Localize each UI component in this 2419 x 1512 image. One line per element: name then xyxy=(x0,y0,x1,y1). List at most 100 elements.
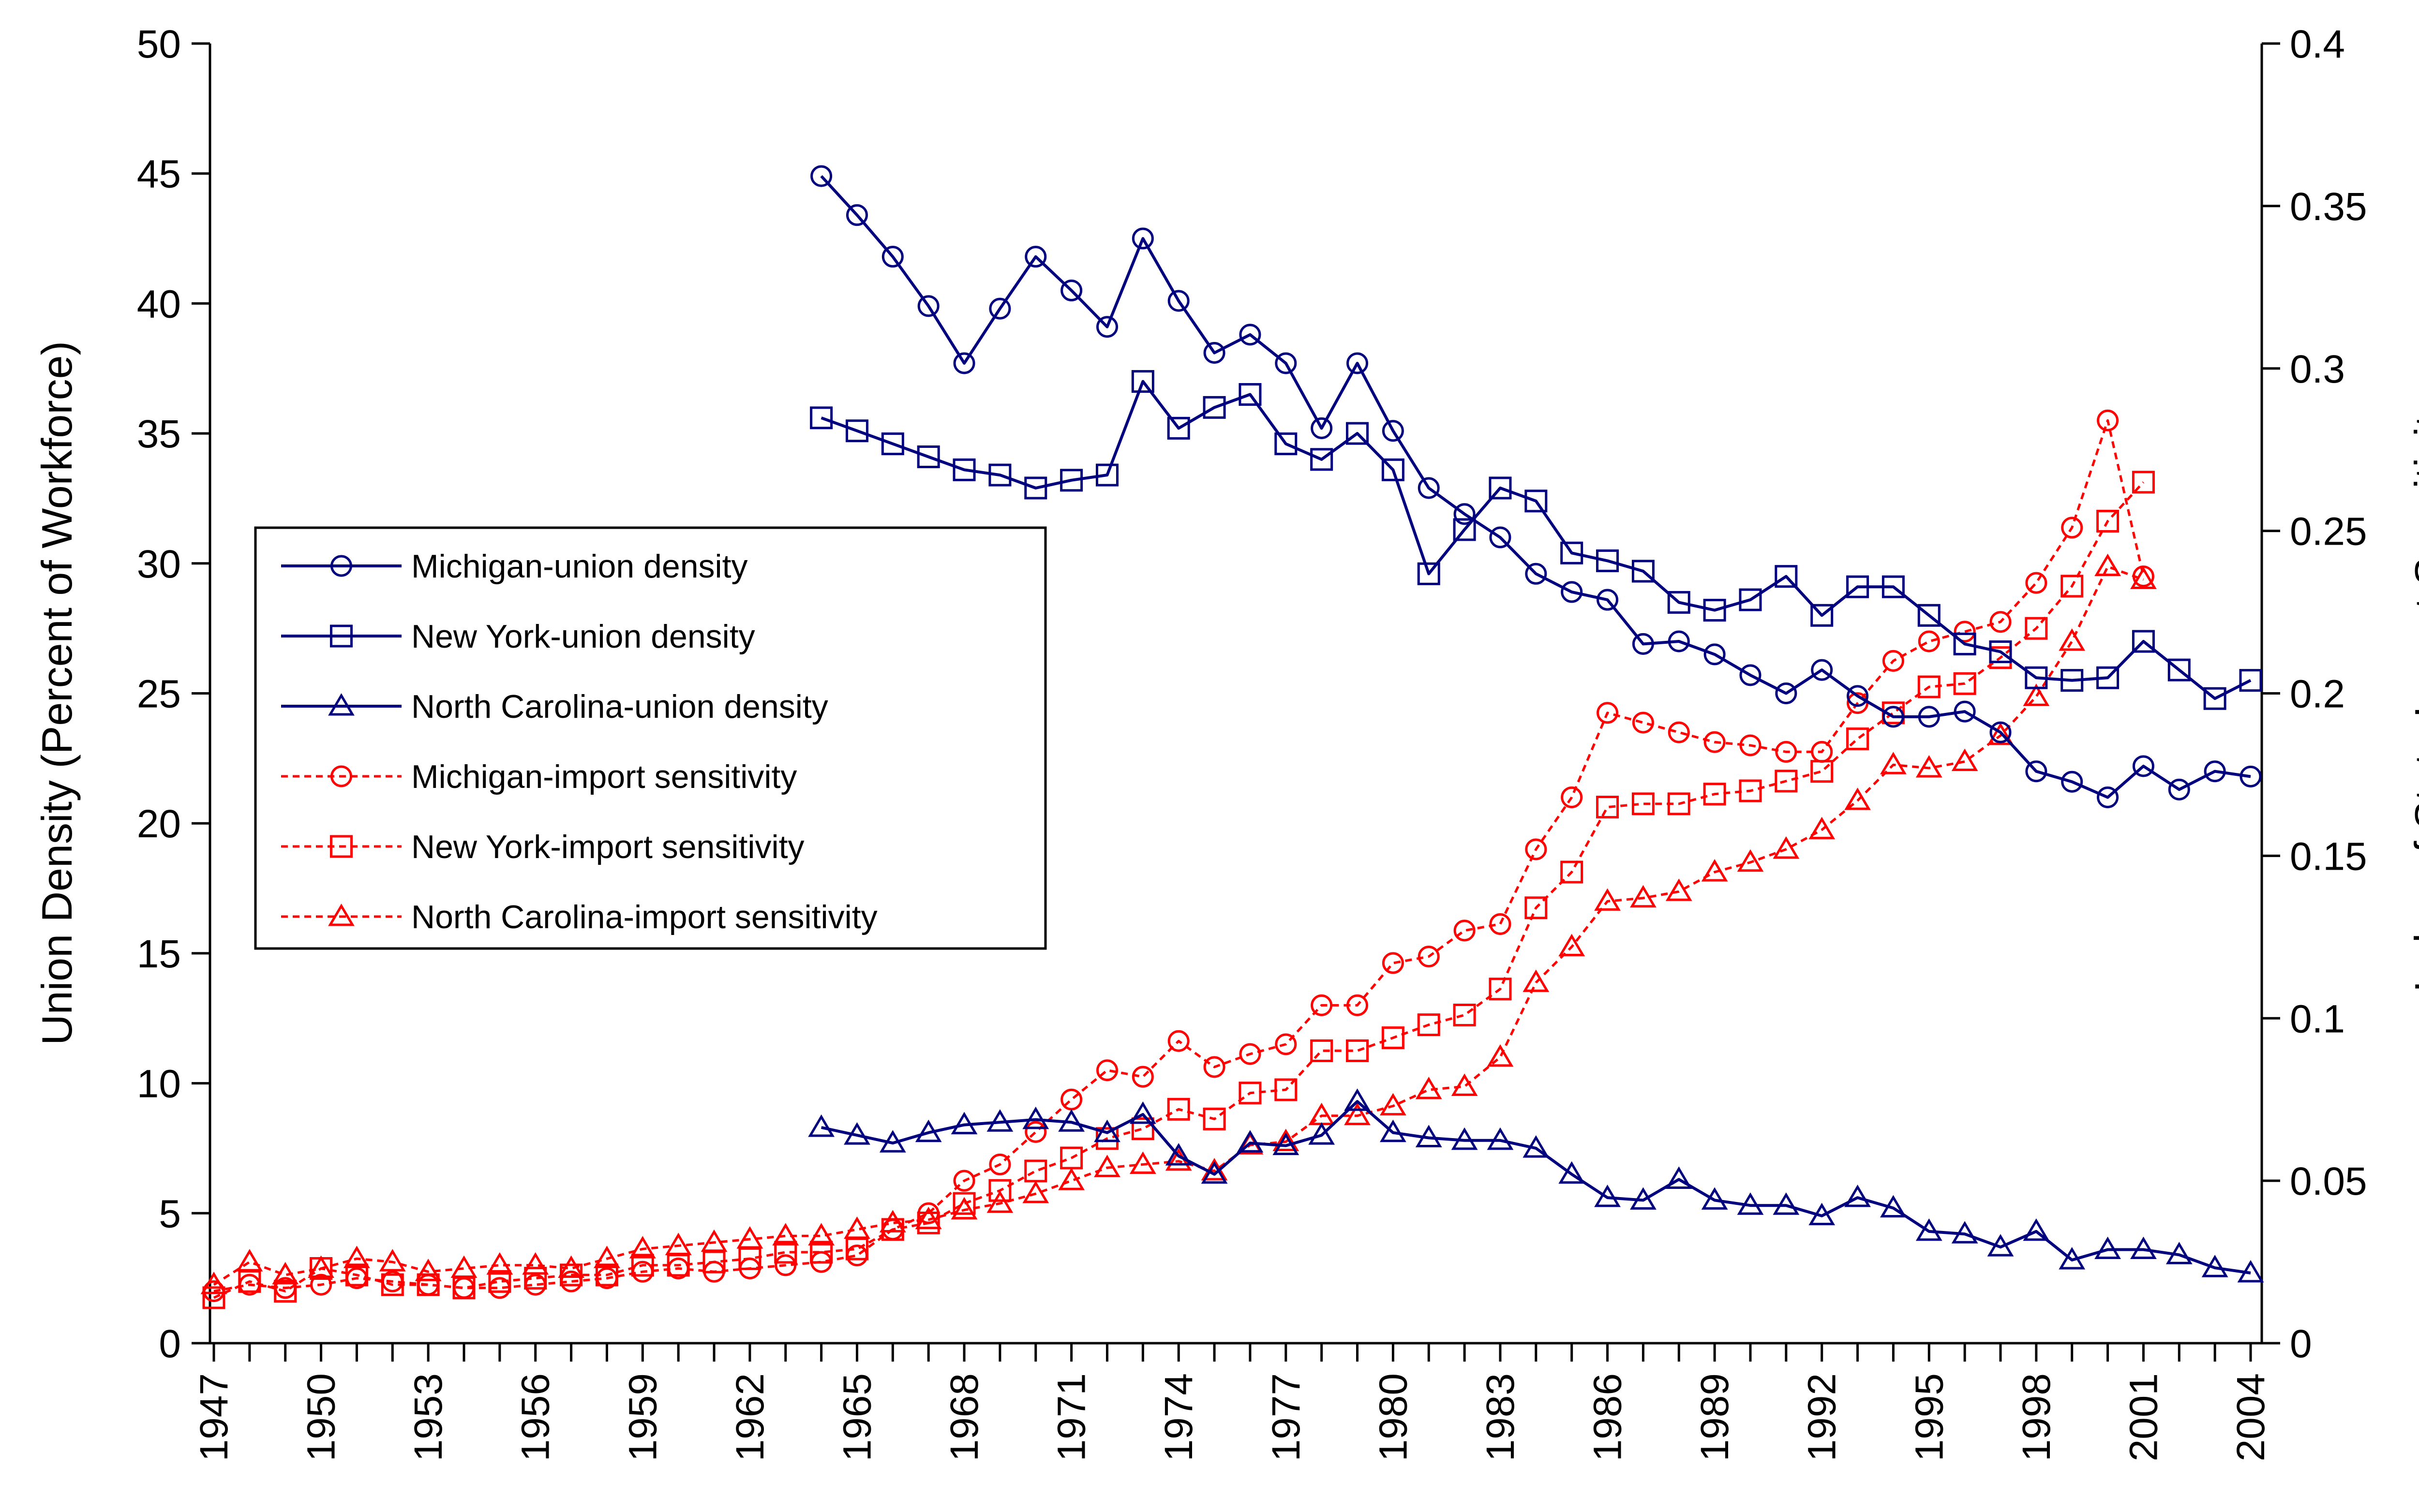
data-point xyxy=(1129,1101,1156,1124)
x-tick-label: 1971 xyxy=(1050,1373,1094,1461)
data-point xyxy=(2240,765,2262,787)
data-point xyxy=(343,1245,370,1268)
data-point xyxy=(1096,316,1118,338)
data-point xyxy=(1846,575,1869,598)
data-point xyxy=(1165,1143,1192,1166)
legend-item: North Carolina-union density xyxy=(281,688,828,725)
data-point xyxy=(810,406,833,430)
x-tick-label: 1977 xyxy=(1264,1373,1308,1461)
data-point xyxy=(1239,1043,1261,1065)
data-point xyxy=(2239,669,2262,692)
data-point xyxy=(1310,1039,1333,1062)
data-point xyxy=(1596,549,1619,572)
data-point xyxy=(1453,919,1476,942)
data-point xyxy=(2130,566,2157,589)
y2-tick-label: 0.25 xyxy=(2290,510,2367,554)
legend-label: North Carolina-import sensitivity xyxy=(411,899,878,935)
data-point xyxy=(1918,630,1940,652)
data-point xyxy=(1989,611,2012,633)
data-point xyxy=(988,463,1012,487)
series-line xyxy=(213,565,2144,1286)
data-point xyxy=(1953,632,1976,655)
data-point xyxy=(1418,477,1440,499)
data-point xyxy=(2237,1260,2264,1283)
data-point xyxy=(1775,741,1797,763)
series-north-carolina-import-sensitivity xyxy=(200,553,2157,1294)
data-point xyxy=(2204,760,2226,783)
data-point xyxy=(879,1130,906,1153)
data-point xyxy=(1523,1135,1550,1158)
data-point xyxy=(1131,1117,1154,1141)
data-point xyxy=(1131,370,1154,393)
data-point xyxy=(1201,1161,1228,1184)
series-new-york-import-sensitivity xyxy=(202,471,2155,1309)
data-point xyxy=(2094,1236,2121,1260)
data-point xyxy=(274,1280,297,1303)
series-line xyxy=(821,380,2252,700)
data-point xyxy=(1632,712,1654,734)
data-point xyxy=(1630,885,1657,908)
x-tick-label: 1959 xyxy=(621,1373,665,1461)
data-point xyxy=(200,1272,227,1294)
data-point xyxy=(881,246,904,268)
data-point xyxy=(2059,1247,2086,1270)
data-point xyxy=(772,1223,799,1245)
data-point xyxy=(917,1211,940,1234)
data-point xyxy=(1275,1033,1297,1055)
x-tick-label: 1998 xyxy=(2015,1373,2059,1461)
data-point xyxy=(1094,1119,1120,1142)
data-point xyxy=(1381,458,1404,481)
data-point xyxy=(1415,1077,1442,1099)
data-point xyxy=(1167,1030,1190,1052)
data-point xyxy=(1558,934,1585,956)
data-point xyxy=(1489,978,1512,1001)
data-point xyxy=(1489,526,1511,548)
data-point xyxy=(701,1229,728,1252)
data-point xyxy=(1453,518,1476,541)
data-point xyxy=(1346,352,1369,374)
data-point xyxy=(1310,448,1333,471)
data-point xyxy=(989,297,1011,320)
legend-swatch-marker xyxy=(330,765,352,787)
x-tick-label: 1989 xyxy=(1693,1373,1737,1461)
data-point xyxy=(1344,1088,1371,1111)
x-tick-label: 1974 xyxy=(1157,1373,1201,1461)
x-tick-label: 1953 xyxy=(406,1373,450,1461)
data-point xyxy=(236,1249,263,1272)
data-point xyxy=(2094,553,2121,577)
data-point xyxy=(1346,1039,1369,1062)
data-point xyxy=(1415,1125,1442,1147)
data-point xyxy=(1775,565,1798,588)
data-point xyxy=(988,1179,1012,1202)
y-axis-title: Union Density (Percent of Workforce) xyxy=(33,341,81,1045)
y2-axis-title: Index of State Import Sensitivity xyxy=(2406,394,2419,992)
data-point xyxy=(951,1197,978,1220)
y-tick-label: 45 xyxy=(137,152,181,196)
legend-label: Michigan-import sensitivity xyxy=(411,758,797,795)
data-point xyxy=(2025,760,2047,783)
data-point xyxy=(1417,562,1440,585)
y-tick-label: 50 xyxy=(137,22,181,66)
legend-swatch-marker xyxy=(330,555,352,577)
y2-tick-label: 0.1 xyxy=(2290,997,2345,1041)
data-point xyxy=(1525,563,1547,585)
data-point xyxy=(917,295,940,317)
series-layer xyxy=(200,165,2264,1309)
data-point xyxy=(1058,1168,1085,1190)
data-point xyxy=(1667,792,1690,815)
data-point xyxy=(1989,721,2012,743)
data-point xyxy=(1810,760,1834,783)
x-tick-label: 1965 xyxy=(835,1373,879,1461)
data-point xyxy=(1668,630,1690,652)
data-point xyxy=(1989,640,2012,664)
data-point xyxy=(989,1154,1011,1176)
y-tick-label: 10 xyxy=(137,1062,181,1106)
data-point xyxy=(1915,755,1942,778)
data-point xyxy=(915,1119,942,1142)
data-point xyxy=(1272,1132,1299,1156)
data-point xyxy=(379,1249,406,1272)
data-point xyxy=(1346,422,1369,445)
data-point xyxy=(1882,650,1904,672)
legend: Michigan-union density New York-union den… xyxy=(254,526,1047,950)
data-point xyxy=(1667,591,1690,614)
